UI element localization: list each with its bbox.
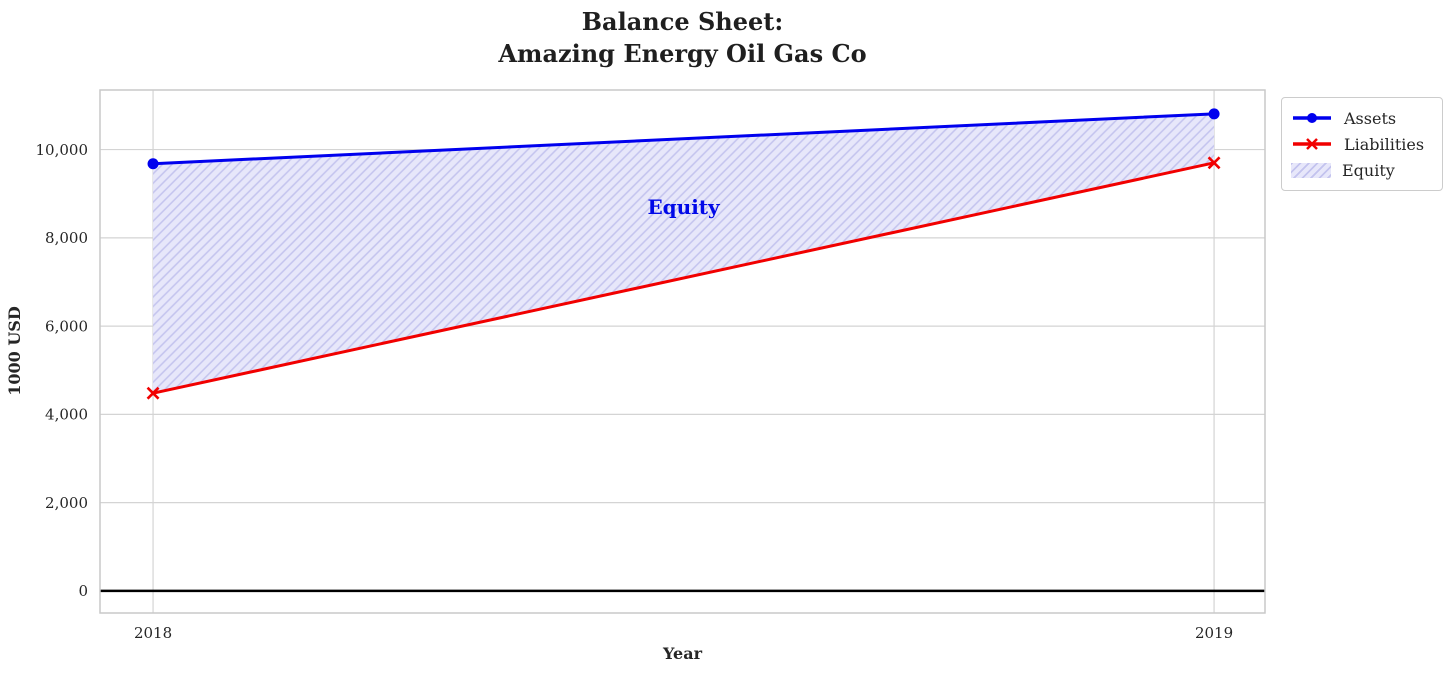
legend: Assets Liabilities Equity: [1281, 97, 1443, 191]
chart-title: Balance Sheet: Amazing Energy Oil Gas Co: [100, 6, 1265, 70]
plot-border: [99, 89, 1266, 614]
chart-title-line2: Amazing Energy Oil Gas Co: [498, 39, 867, 68]
y-tick-label: 2,000: [45, 494, 88, 512]
y-tick-label: 6,000: [45, 317, 88, 335]
assets-marker: [147, 158, 159, 170]
y-tick-label: 0: [78, 582, 88, 600]
legend-item-assets: Assets: [1291, 105, 1433, 131]
legend-label-liabilities: Liabilities: [1344, 134, 1425, 154]
liabilities-line-sample-icon: [1293, 138, 1331, 150]
liabilities-marker: [146, 386, 160, 400]
y-tick-label: 4,000: [45, 406, 88, 424]
y-tick-label: 8,000: [45, 229, 88, 247]
liabilities-marker: [1207, 156, 1221, 170]
assets-line: [151, 112, 1216, 166]
liabilities-line: [151, 161, 1216, 395]
legend-item-equity: Equity: [1291, 157, 1433, 183]
tick-labels: 0 2,000 4,000 6,000 8,000 10,000 2018 2019: [36, 141, 1234, 642]
assets-line-sample-icon: [1293, 113, 1331, 123]
equity-fill-region: [153, 113, 1215, 394]
chart-title-line1: Balance Sheet:: [581, 7, 784, 36]
x-tick-label: 2018: [134, 624, 172, 642]
equity-area: [153, 113, 1215, 394]
assets-marker: [1208, 108, 1220, 120]
x-tick-label: 2019: [1195, 624, 1233, 642]
x-axis-label: Year: [662, 644, 702, 663]
y-tick-label: 10,000: [36, 141, 89, 159]
legend-label-equity: Equity: [1342, 160, 1395, 180]
equity-hatch-swatch-icon: [1291, 162, 1331, 178]
series-lines: [146, 108, 1221, 400]
equity-annotation: Equity: [647, 195, 721, 219]
legend-item-liabilities: Liabilities: [1291, 131, 1433, 157]
legend-label-assets: Assets: [1344, 108, 1397, 128]
y-axis-label: 1000 USD: [5, 306, 24, 396]
